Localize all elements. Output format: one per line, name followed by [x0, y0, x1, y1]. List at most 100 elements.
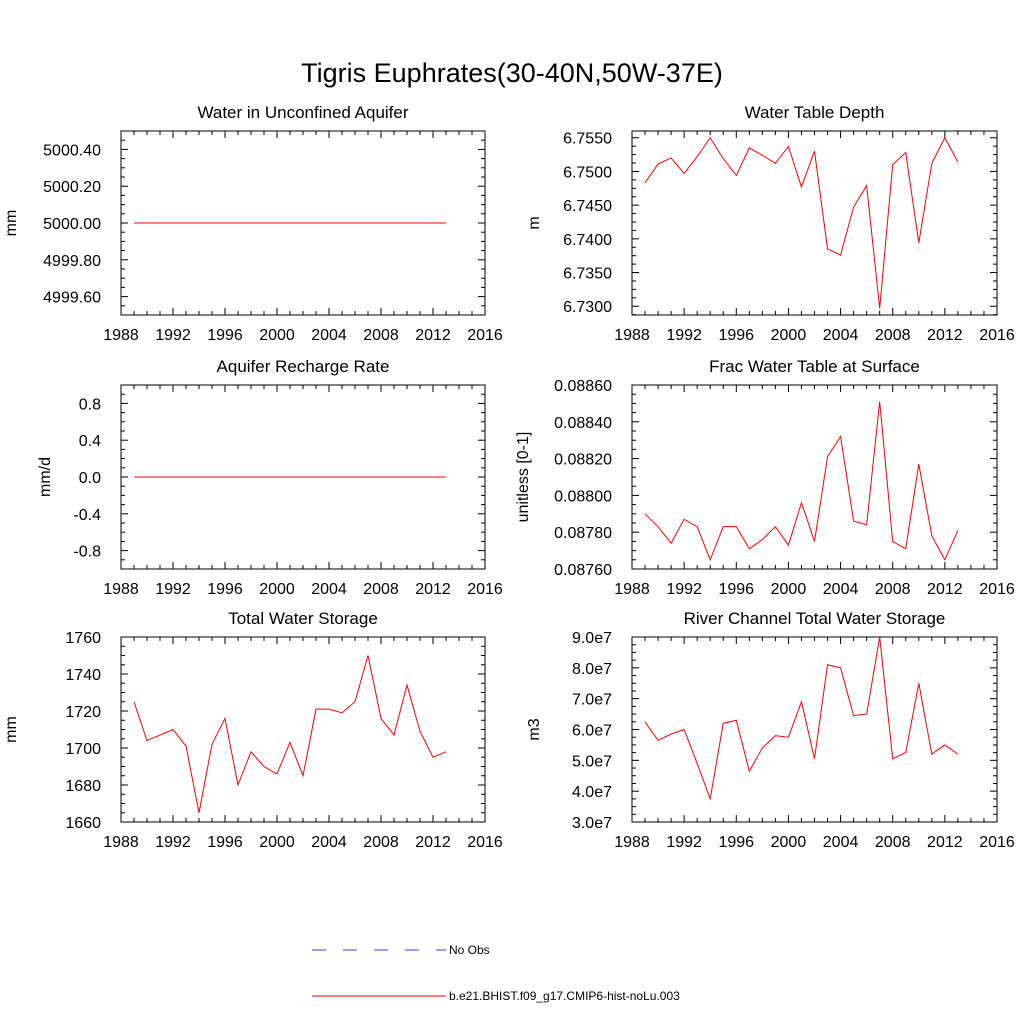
y-tick-label: -0.8 — [73, 544, 101, 561]
y-tick-label: 4999.60 — [43, 290, 101, 307]
plot-frame — [631, 130, 998, 316]
y-axis-label: mm — [3, 210, 20, 237]
chart-panel: Water Table Depth 1988 1992 1996 2000 2004 200… — [526, 103, 1015, 344]
y-tick-label: 7.0e7 — [572, 692, 612, 709]
y-tick-label: 4999.80 — [43, 253, 101, 270]
x-tick-label: 2000 — [259, 327, 295, 344]
x-tick-label: 1992 — [155, 327, 191, 344]
x-tick-label: 2004 — [823, 581, 859, 598]
x-tick-label: 1992 — [155, 834, 191, 851]
x-tick-label: 1992 — [666, 834, 702, 851]
y-tick-label: 1680 — [65, 778, 101, 795]
y-axis-label: mm — [3, 716, 20, 743]
x-tick-label: 2012 — [415, 834, 451, 851]
x-tick-label: 2008 — [363, 581, 399, 598]
x-tick-label: 1992 — [666, 581, 702, 598]
x-tick-label: 2016 — [979, 327, 1015, 344]
x-tick-label: 2004 — [311, 581, 347, 598]
x-tick-label: 2012 — [415, 327, 451, 344]
plot-frame — [631, 636, 998, 823]
series-line — [133, 655, 447, 813]
plot-frame — [120, 636, 486, 823]
x-tick-label: 2016 — [467, 581, 503, 598]
x-tick-label: 2016 — [467, 834, 503, 851]
chart-panel: Frac Water Table at Surface 1988 1992 1996 2… — [515, 357, 1015, 598]
x-tick-label: 1988 — [614, 834, 650, 851]
y-tick-label: 5.0e7 — [572, 753, 612, 770]
x-tick-label: 2012 — [927, 327, 963, 344]
y-tick-label: 1760 — [65, 630, 101, 647]
x-tick-label: 1996 — [207, 834, 243, 851]
x-tick-label: 2000 — [771, 834, 807, 851]
chart-panel: Aquifer Recharge Rate 1988 1992 1996 2000 200… — [37, 357, 503, 598]
x-tick-label: 2012 — [927, 834, 963, 851]
y-tick-label: 6.7450 — [563, 198, 612, 215]
x-tick-label: 1988 — [103, 327, 139, 344]
panel-title: River Channel Total Water Storage — [684, 609, 946, 628]
y-tick-label: 6.7300 — [563, 299, 612, 316]
legend: No Obs b.e21.BHIST.f09_g17.CMIP6-hist-noL… — [312, 943, 680, 1003]
y-tick-label: 0.8 — [79, 396, 101, 413]
x-tick-label: 1996 — [718, 581, 754, 598]
x-tick-label: 1988 — [614, 581, 650, 598]
y-tick-label: 0.08780 — [554, 525, 612, 542]
x-tick-label: 2000 — [259, 834, 295, 851]
panel-title: Total Water Storage — [228, 609, 378, 628]
y-tick-label: 0.4 — [79, 433, 101, 450]
x-tick-label: 1988 — [103, 834, 139, 851]
y-tick-label: 9.0e7 — [572, 630, 612, 647]
series-line — [644, 401, 959, 562]
x-tick-label: 1992 — [666, 327, 702, 344]
y-tick-label: 0.08800 — [554, 488, 612, 505]
y-axis-label: m3 — [526, 718, 543, 740]
y-tick-label: 5000.20 — [43, 179, 101, 196]
series-line — [644, 636, 959, 801]
y-tick-label: 4.0e7 — [572, 784, 612, 801]
y-tick-label: 6.7550 — [563, 131, 612, 148]
x-tick-label: 2012 — [415, 581, 451, 598]
y-tick-label: 0.08840 — [554, 415, 612, 432]
x-tick-label: 1996 — [718, 327, 754, 344]
figure-title: Tigris Euphrates(30-40N,50W-37E) — [301, 58, 723, 88]
y-axis-label: m — [526, 216, 543, 229]
x-tick-label: 2004 — [311, 834, 347, 851]
x-tick-label: 1996 — [718, 834, 754, 851]
x-tick-label: 2000 — [771, 327, 807, 344]
x-tick-label: 2000 — [259, 581, 295, 598]
y-tick-label: 8.0e7 — [572, 661, 612, 678]
x-tick-label: 2008 — [875, 581, 911, 598]
x-tick-label: 2008 — [875, 327, 911, 344]
chart-panel: Water in Unconfined Aquifer 1988 1992 1996 2… — [3, 103, 503, 344]
x-tick-label: 1988 — [103, 581, 139, 598]
y-tick-label: 3.0e7 — [572, 815, 612, 832]
x-tick-label: 1992 — [155, 581, 191, 598]
x-tick-label: 2016 — [979, 834, 1015, 851]
y-tick-label: 6.7350 — [563, 266, 612, 283]
x-tick-label: 2008 — [875, 834, 911, 851]
y-tick-label: 0.08820 — [554, 452, 612, 469]
y-tick-label: 0.08760 — [554, 562, 612, 579]
panel-title: Frac Water Table at Surface — [709, 357, 920, 376]
y-tick-label: 6.7500 — [563, 164, 612, 181]
y-tick-label: 6.0e7 — [572, 723, 612, 740]
y-tick-label: 5000.40 — [43, 142, 101, 159]
chart-panels: Water in Unconfined Aquifer 1988 1992 1996 2… — [3, 103, 1015, 851]
x-tick-label: 2004 — [823, 327, 859, 344]
y-tick-label: 1700 — [65, 741, 101, 758]
x-tick-label: 2016 — [979, 581, 1015, 598]
x-tick-label: 2012 — [927, 581, 963, 598]
panel-title: Aquifer Recharge Rate — [217, 357, 390, 376]
legend-label: No Obs — [449, 943, 490, 957]
y-tick-label: 6.7400 — [563, 232, 612, 249]
x-tick-label: 2008 — [363, 834, 399, 851]
x-tick-label: 2016 — [467, 327, 503, 344]
x-tick-label: 1988 — [614, 327, 650, 344]
x-tick-label: 1996 — [207, 327, 243, 344]
y-tick-label: 5000.00 — [43, 216, 101, 233]
x-tick-label: 2004 — [311, 327, 347, 344]
y-axis-label: mm/d — [37, 457, 54, 497]
y-tick-label: 0.0 — [79, 470, 101, 487]
x-tick-label: 2008 — [363, 327, 399, 344]
y-tick-label: 0.08860 — [554, 378, 612, 395]
